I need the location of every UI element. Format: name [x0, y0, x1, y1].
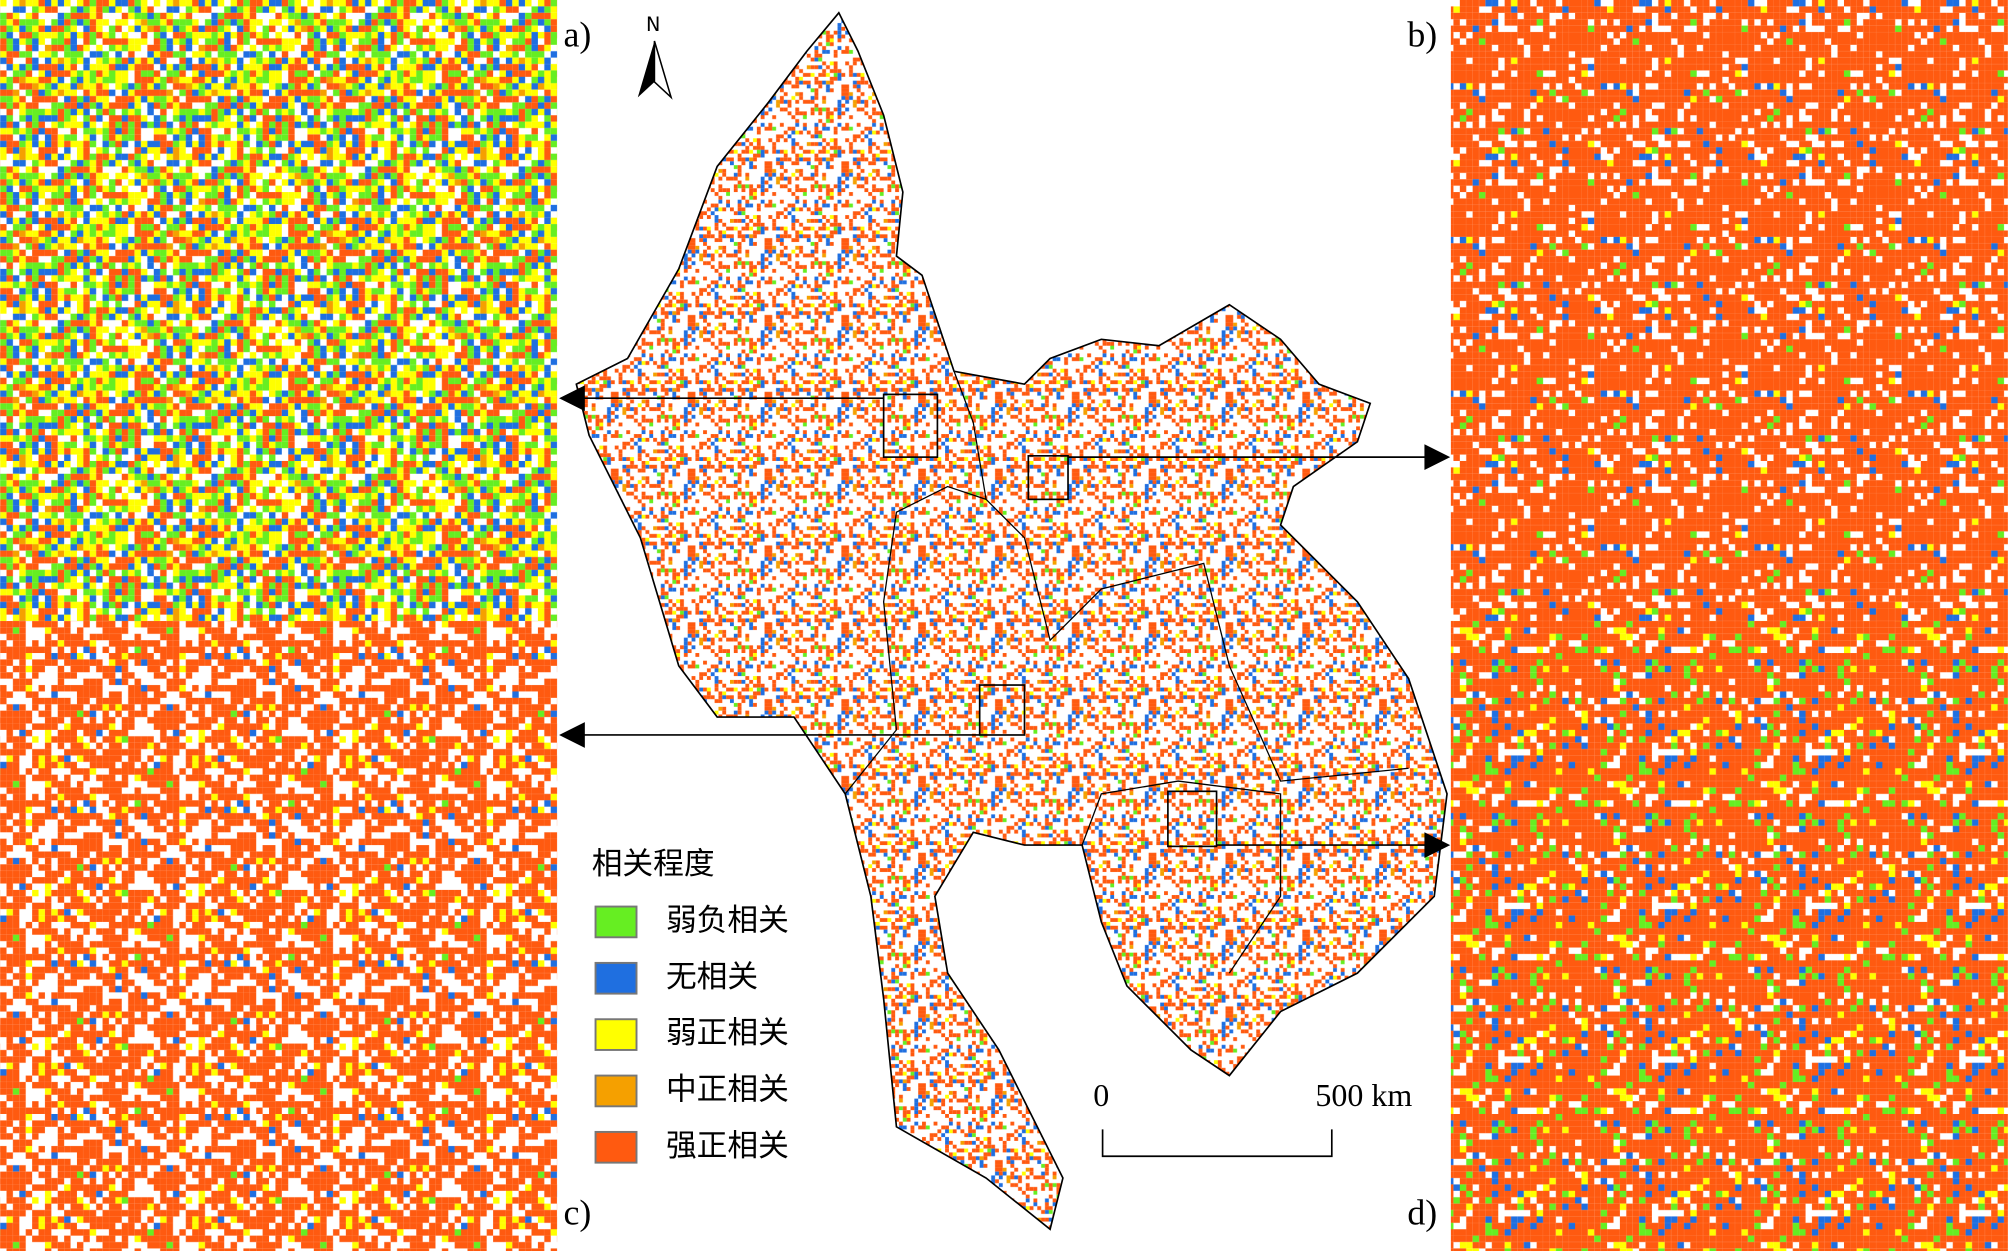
zoom-box	[1027, 455, 1069, 501]
panel-label: c)	[564, 1193, 592, 1233]
border	[1081, 780, 1282, 974]
north-arrow	[653, 40, 673, 100]
scale-start: 0	[1093, 1077, 1109, 1113]
mainland-map	[575, 11, 1448, 1231]
border	[844, 485, 987, 795]
legend-swatch	[594, 905, 638, 939]
scale-line	[1101, 1129, 1333, 1158]
arrows	[559, 385, 1451, 858]
panel-label: a)	[564, 15, 592, 55]
panel-label: d)	[1407, 1193, 1437, 1233]
arrow-head	[559, 385, 585, 412]
arrow-head	[1424, 832, 1451, 858]
zoom-panel	[0, 621, 558, 1251]
legend-label: 无相关	[666, 959, 758, 995]
legend-swatch	[594, 1130, 638, 1164]
legend-swatch	[594, 1018, 638, 1051]
inner-borders	[844, 371, 1409, 974]
zoom-panel	[1450, 621, 2008, 1251]
arrow-head	[1424, 444, 1451, 470]
zoom-box	[1167, 790, 1218, 848]
legend-swatch	[594, 961, 638, 995]
north-label: N	[646, 13, 660, 36]
legend-title: 相关程度	[592, 846, 715, 882]
legend-swatch	[594, 1074, 638, 1108]
panel-label: b)	[1407, 15, 1437, 55]
legend-label: 中正相关	[666, 1071, 789, 1107]
arrow-head	[559, 722, 585, 748]
legend-label: 弱正相关	[666, 1015, 789, 1051]
legend-label: 强正相关	[666, 1128, 789, 1164]
zoom-box	[978, 684, 1026, 736]
border	[953, 371, 1409, 782]
legend-label: 弱负相关	[666, 902, 789, 938]
zoom-boxes	[882, 393, 1218, 848]
zoom-box	[882, 393, 939, 458]
zoom-panel	[1450, 0, 2008, 622]
zoom-panel	[0, 0, 558, 622]
scale-end: 500 km	[1315, 1077, 1412, 1113]
scale-bar: 0 500 km	[1093, 1077, 1412, 1158]
